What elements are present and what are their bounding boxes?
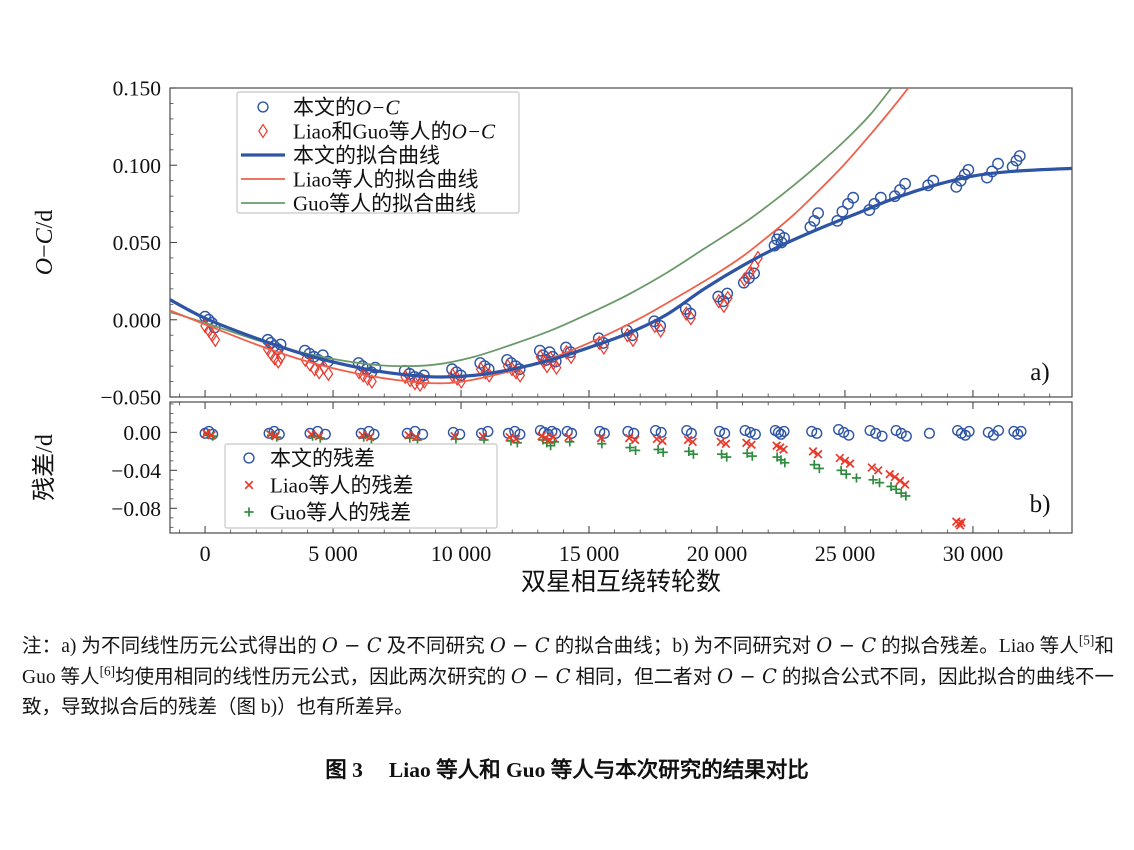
x-tick-label: 20 000 — [687, 541, 748, 566]
panel-b-y-label: 残差/d — [31, 434, 58, 501]
y-tick-label: 0.150 — [113, 77, 161, 101]
this-work-oc-series — [199, 150, 1026, 385]
legend-label: Guo等人的拟合曲线 — [293, 191, 476, 215]
y-ticks — [170, 403, 177, 528]
fit-liao-series — [170, 88, 910, 385]
y-tick-label: 0.000 — [113, 308, 161, 332]
note-segment: 注：a) 为不同线性历元公式得出的 — [22, 636, 322, 657]
panel-b-label: b) — [1030, 491, 1051, 518]
note-segment: O − C — [816, 634, 877, 657]
x-tick-label: 0 — [200, 541, 211, 566]
y-tick-label: 0.00 — [123, 421, 161, 445]
legend-label: 本文的拟合曲线 — [293, 143, 440, 167]
x-tick-label: 10 000 — [431, 541, 492, 566]
note-segment: 和 Guo 等人 — [22, 636, 1114, 688]
x-tick-label: 30 000 — [943, 541, 1004, 566]
figure-caption: 图 3 Liao 等人和 Guo 等人与本次研究的结果对比 — [0, 753, 1134, 784]
note-segment: 的拟合公式不同，因此拟合的曲线不一致，导致拟合后的残差（图 b)）也有所差异。 — [22, 667, 1114, 718]
fit-guo-series — [170, 88, 893, 368]
note-segment: 及不同研究 — [381, 636, 490, 657]
x-tick-label: 15 000 — [559, 541, 620, 566]
legend-label: Liao等人的残差 — [270, 473, 413, 497]
panel-a-label: a) — [1030, 359, 1049, 386]
note-segment: 均使用相同的线性历元公式，因此两次研究的 — [115, 667, 511, 688]
y-ticks — [170, 87, 177, 398]
note-segment: O − C — [510, 665, 571, 688]
y-tick-label: 0.050 — [113, 231, 161, 255]
y-tick-label: 0.100 — [113, 154, 161, 178]
legend-label: Liao等人的拟合曲线 — [293, 167, 478, 191]
this-work-residual-series — [199, 423, 1027, 442]
liao-residual-series — [201, 428, 966, 530]
legend-label: Liao和Guo等人的O−C — [293, 119, 496, 143]
panel-b-legend: 本文的残差 Liao等人的残差 Guo等人的残差 — [224, 443, 498, 529]
legend-label: Guo等人的残差 — [270, 500, 411, 524]
x-tick-label: 25 000 — [815, 541, 876, 566]
y-tick-label: −0.050 — [100, 386, 161, 410]
fit-this-work-series — [170, 166, 1072, 379]
panel-a-y-label: O−C/d — [32, 210, 58, 276]
note-segment: 的拟合曲线；b) 为不同研究对 — [549, 636, 817, 657]
x-tick-label: 5 000 — [308, 541, 358, 566]
figure-note: 注：a) 为不同线性历元公式得出的 O − C 及不同研究 O − C 的拟合曲… — [22, 631, 1114, 723]
note-segment: 的拟合残差。Liao 等人 — [876, 636, 1079, 657]
y-tick-label: −0.04 — [111, 459, 161, 483]
panel-a-legend: 本文的O−CLiao和Guo等人的O−C本文的拟合曲线Liao等人的拟合曲线Gu… — [236, 91, 520, 215]
panel-b-frame — [169, 401, 1073, 534]
note-segment: [6] — [99, 663, 116, 679]
x-axis-label: 双星相互绕转轮数 — [521, 568, 721, 596]
oc-diagram-chart: 0.150 0.100 0.050 0.000 −0.050 0.00 −0.04 −0.08… — [31, 77, 1073, 596]
note-segment: O − C — [717, 665, 777, 688]
figure-caption-text: Liao 等人和 Guo 等人与本次研究的结果对比 — [388, 758, 809, 782]
note-segment: [5] — [1078, 632, 1095, 648]
figure-caption-number: 图 3 — [325, 758, 363, 782]
note-segment: 相同，但二者对 — [570, 667, 718, 688]
legend-label: 本文的O−C — [293, 95, 400, 119]
note-segment: O − C — [321, 634, 382, 657]
legend-label: 本文的残差 — [270, 446, 375, 470]
note-segment: O − C — [489, 634, 550, 657]
x-ticks — [179, 390, 1051, 397]
y-tick-label: −0.08 — [111, 497, 161, 521]
